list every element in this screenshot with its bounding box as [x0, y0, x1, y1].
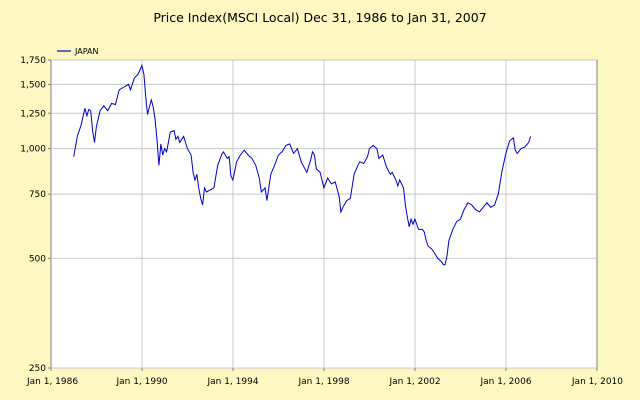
x-tick-label: Jan 1, 2002	[388, 377, 440, 387]
y-tick-label: 750	[29, 190, 46, 200]
y-tick-label: 500	[29, 254, 46, 264]
series-line-japan	[73, 63, 532, 266]
x-tick-label: Jan 1, 1990	[115, 377, 167, 387]
x-tick-label: Jan 1, 1986	[26, 377, 78, 387]
y-tick-label: 1,000	[20, 145, 46, 155]
y-axis-ticks: 250 500 750 1,000 1,250 1,500 1,750	[20, 56, 51, 374]
legend: JAPAN	[57, 47, 98, 56]
x-tick-label: Jan 1, 2010	[571, 377, 623, 387]
x-tick-label: Jan 1, 2006	[479, 377, 531, 387]
legend-label-japan: JAPAN	[74, 47, 98, 56]
y-tick-label: 1,500	[20, 80, 46, 90]
y-tick-label: 250	[29, 364, 46, 374]
y-tick-label: 1,250	[20, 109, 46, 119]
x-tick-label: Jan 1, 1994	[206, 377, 258, 387]
y-tick-label: 1,750	[20, 56, 46, 66]
x-tick-label: Jan 1, 1998	[297, 377, 349, 387]
x-axis-ticks: Jan 1, 1986 Jan 1, 1990 Jan 1, 1994 Jan 1, …	[26, 368, 623, 387]
chart-title: Price Index(MSCI Local) Dec 31, 1986 to …	[153, 10, 486, 25]
